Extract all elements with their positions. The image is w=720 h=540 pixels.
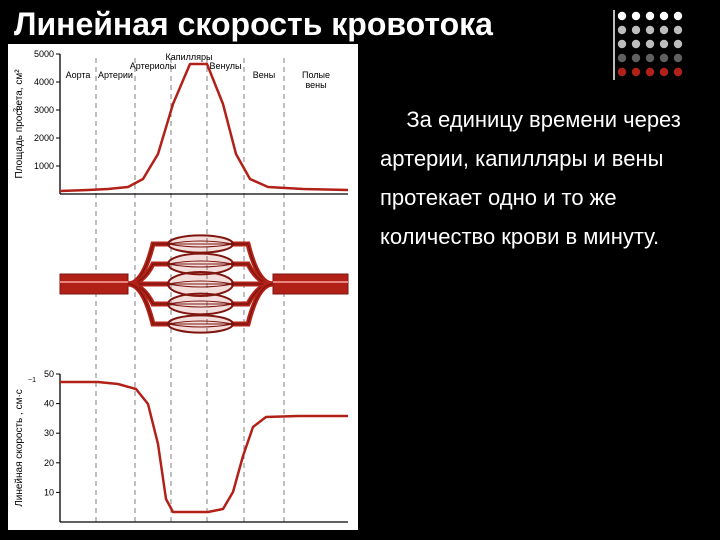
svg-text:1000: 1000 — [34, 161, 54, 171]
svg-text:Вены: Вены — [253, 70, 275, 80]
svg-text:Аорта: Аорта — [66, 70, 91, 80]
svg-text:Венулы: Венулы — [209, 61, 241, 71]
svg-text:Артерии: Артерии — [98, 70, 133, 80]
svg-text:Капилляры: Капилляры — [166, 52, 213, 62]
svg-text:2000: 2000 — [34, 133, 54, 143]
svg-text:20: 20 — [44, 458, 54, 468]
figure-panel: 1000 2000 3000 4000 5000 Площадь просвета, см… — [8, 44, 358, 530]
decorative-dots — [612, 6, 702, 96]
body-text: За единицу времени через артерии, капилл… — [380, 100, 690, 257]
svg-text:40: 40 — [44, 399, 54, 409]
svg-text:−1: −1 — [28, 377, 36, 384]
svg-text:4000: 4000 — [34, 77, 54, 87]
slide-title: Линейная скорость кровотока — [14, 6, 620, 43]
svg-text:Площадь просвета, см²: Площадь просвета, см² — [14, 69, 25, 179]
svg-text:2: 2 — [13, 108, 20, 112]
svg-text:30: 30 — [44, 428, 54, 438]
svg-text:Линейная скорость , см·с: Линейная скорость , см·с — [14, 389, 25, 507]
svg-text:5000: 5000 — [34, 49, 54, 59]
svg-text:3000: 3000 — [34, 105, 54, 115]
svg-text:Полыевены: Полыевены — [302, 70, 330, 90]
svg-text:10: 10 — [44, 487, 54, 497]
svg-text:Артериолы: Артериолы — [130, 61, 176, 71]
body-paragraph: За единицу времени через артерии, капилл… — [380, 100, 690, 257]
svg-text:50: 50 — [44, 369, 54, 379]
